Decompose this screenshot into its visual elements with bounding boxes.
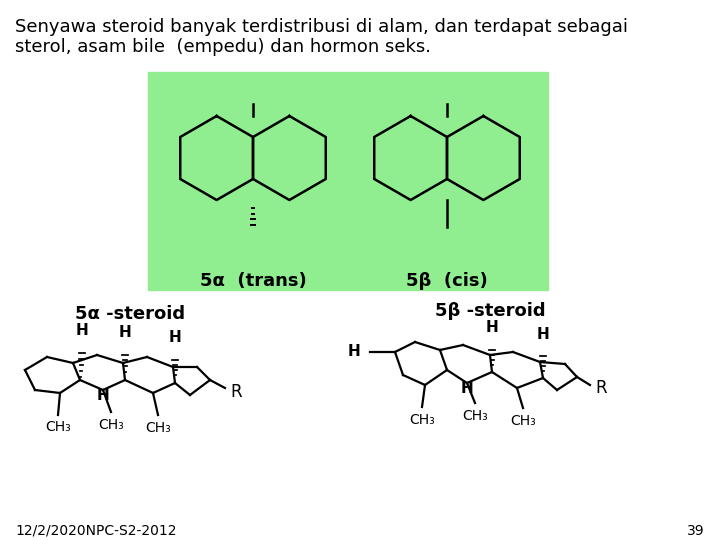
Text: 5α  (trans): 5α (trans) <box>199 272 307 290</box>
Text: 5β -steroid: 5β -steroid <box>435 302 545 320</box>
Text: sterol, asam bile  (empedu) dan hormon seks.: sterol, asam bile (empedu) dan hormon se… <box>15 38 431 56</box>
Text: H: H <box>119 325 131 340</box>
Text: Senyawa steroid banyak terdistribusi di alam, dan terdapat sebagai: Senyawa steroid banyak terdistribusi di … <box>15 18 628 36</box>
Text: R: R <box>230 383 242 401</box>
Text: CH₃: CH₃ <box>45 420 71 434</box>
Text: H: H <box>76 323 89 338</box>
Text: CH₃: CH₃ <box>98 418 124 432</box>
Text: H: H <box>347 345 360 360</box>
Bar <box>148 72 548 290</box>
Text: CH₃: CH₃ <box>510 414 536 428</box>
Text: H: H <box>168 330 181 345</box>
Text: H: H <box>461 381 473 396</box>
Text: 5α -steroid: 5α -steroid <box>75 305 185 323</box>
Text: CH₃: CH₃ <box>462 409 488 423</box>
Text: H: H <box>96 388 109 403</box>
Text: R: R <box>595 379 607 397</box>
Text: H: H <box>485 320 498 335</box>
Text: H: H <box>536 327 549 342</box>
Text: CH₃: CH₃ <box>145 421 171 435</box>
Text: 39: 39 <box>688 524 705 538</box>
Text: 5β  (cis): 5β (cis) <box>406 272 488 290</box>
Text: CH₃: CH₃ <box>409 413 435 427</box>
Text: 12/2/2020NPC-S2-2012: 12/2/2020NPC-S2-2012 <box>15 524 176 538</box>
